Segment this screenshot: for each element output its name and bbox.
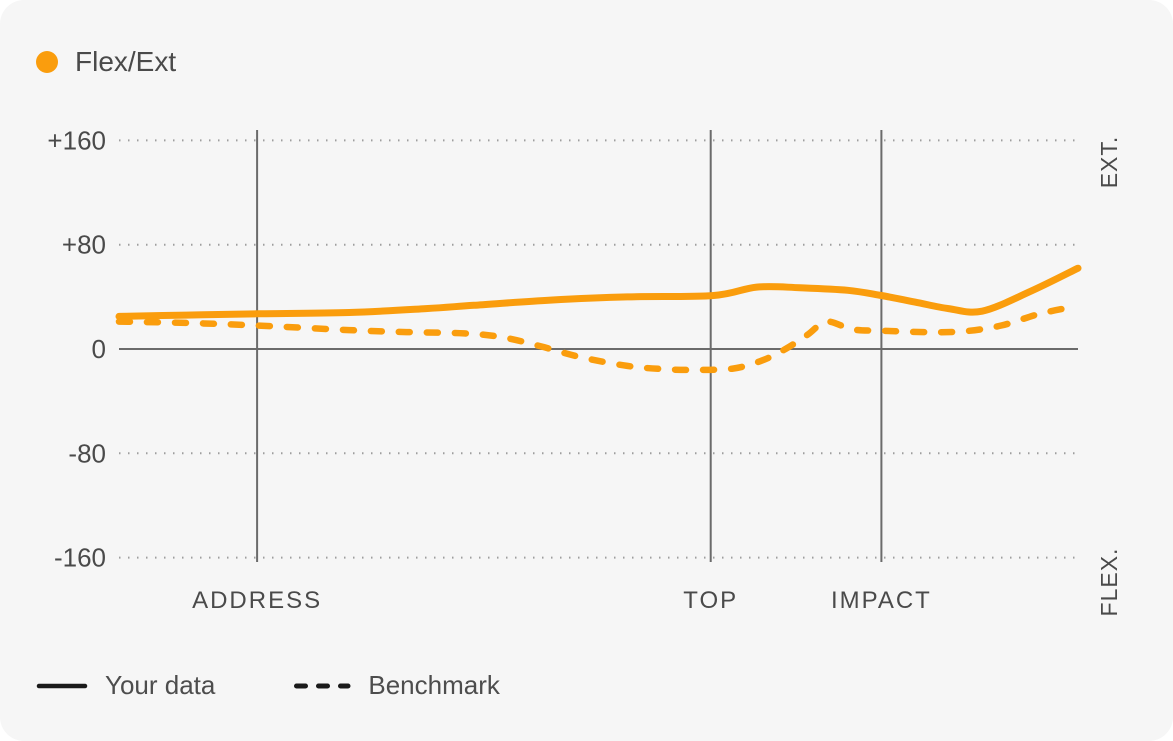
solid-line-swatch-icon <box>36 683 88 688</box>
dashed-line-swatch-icon <box>294 683 351 688</box>
x-label-impact: IMPACT <box>831 587 932 614</box>
y-tick-label: -160 <box>54 543 106 573</box>
legend-item-your-data: Your data <box>36 670 215 701</box>
y-tick-label: +80 <box>62 230 106 260</box>
x-label-top: TOP <box>683 587 738 614</box>
series-color-dot-icon <box>36 51 58 73</box>
chart-title: Flex/Ext <box>36 48 176 76</box>
y-tick-label: 0 <box>92 334 106 364</box>
y-tick-label: -80 <box>68 438 106 468</box>
series-line-benchmark <box>115 302 1082 374</box>
legend-label-your-data: Your data <box>105 670 216 700</box>
chart-title-label: Flex/Ext <box>75 46 177 77</box>
chart-legend: Your data Benchmark <box>36 670 500 701</box>
y-tick-label: +160 <box>47 125 106 155</box>
series-line-your-data <box>115 264 1082 320</box>
right-axis-label-flex: FLEX. <box>1096 548 1122 617</box>
x-label-address: ADDRESS <box>192 587 322 614</box>
legend-label-benchmark: Benchmark <box>368 670 500 700</box>
right-axis-label-ext: EXT. <box>1096 136 1122 189</box>
legend-item-benchmark: Benchmark <box>293 670 500 701</box>
